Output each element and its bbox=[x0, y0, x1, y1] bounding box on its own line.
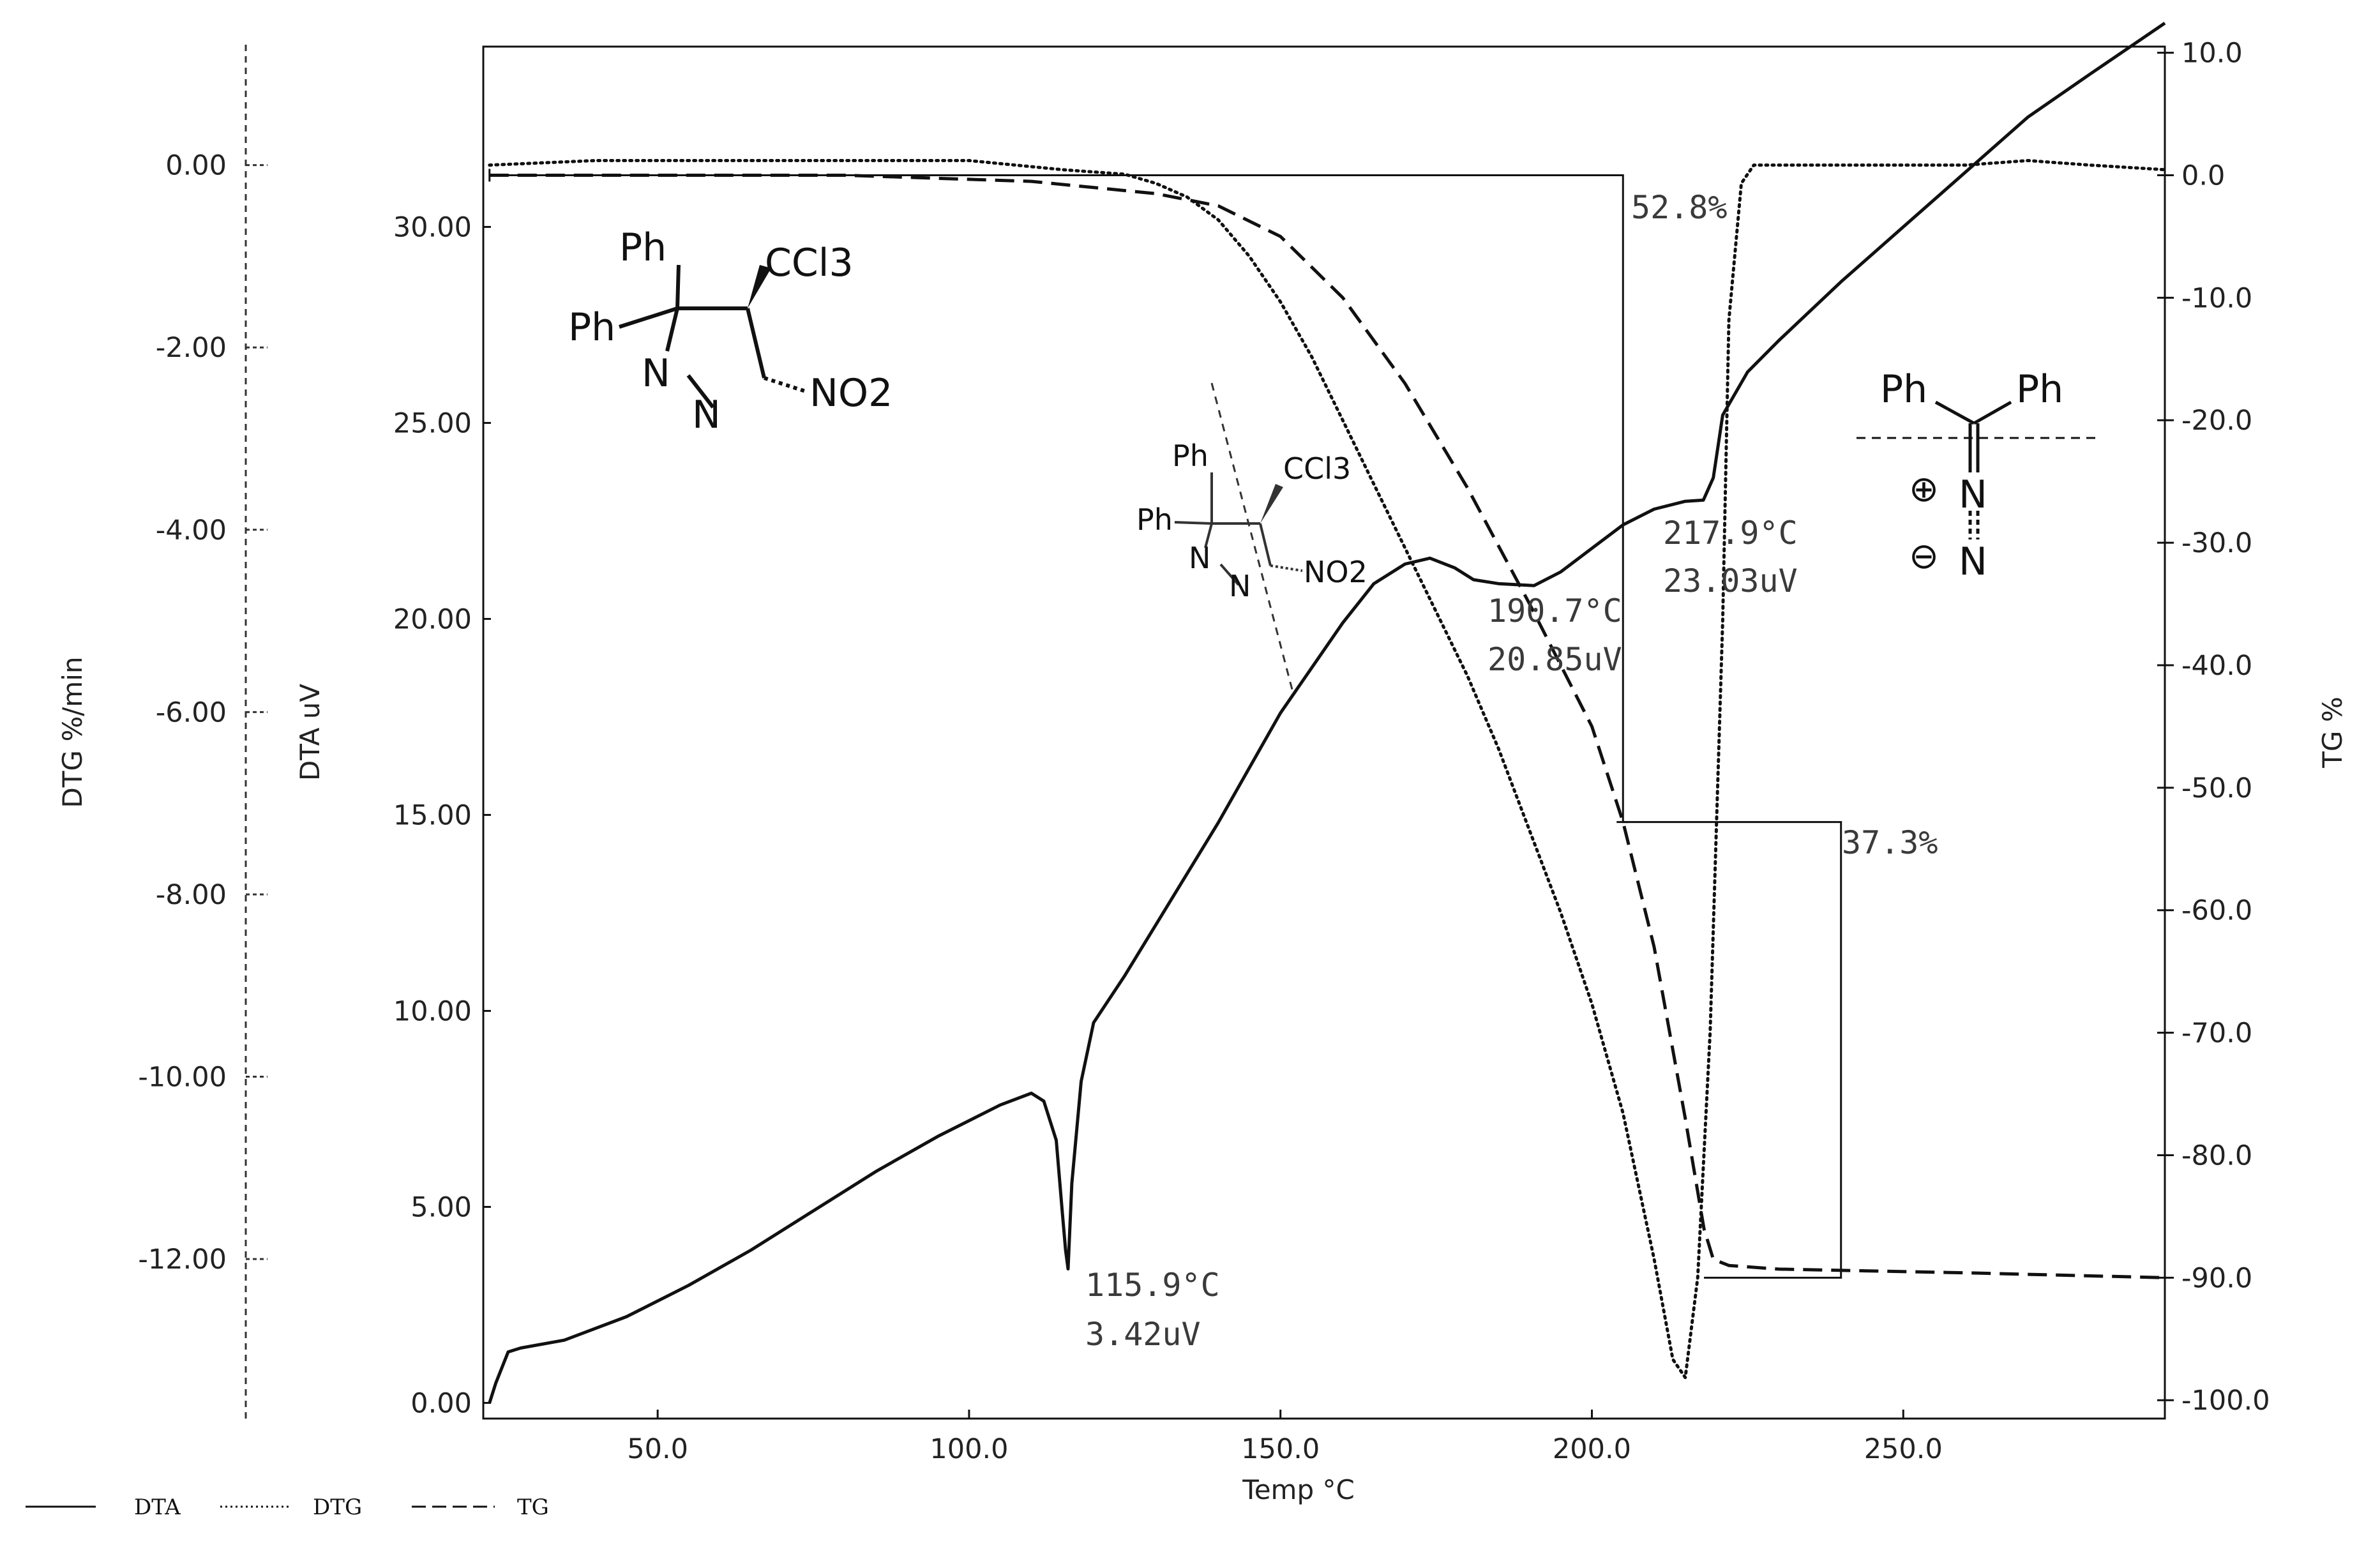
tg-tick-label: -100.0 bbox=[2181, 1385, 2270, 1417]
tg-tick-label: -60.0 bbox=[2181, 895, 2252, 927]
annotation-115: 115.9°C 3.42uV bbox=[1085, 1267, 1220, 1353]
annotation-115-temp: 115.9°C bbox=[1085, 1267, 1220, 1304]
dta-tick-label: 0.00 bbox=[410, 1387, 472, 1419]
dtg-axis: 0.00 -2.00 -4.00 -6.00 -8.00 -10.00 -12.00 bbox=[138, 45, 267, 1419]
product-plus: ⊕ bbox=[1909, 469, 1939, 510]
dta-tick-label: 10.00 bbox=[393, 995, 472, 1027]
reactant-n1: N bbox=[642, 351, 670, 396]
series-layer bbox=[488, 22, 2167, 1404]
product-structure: Ph Ph N N ⊕ ⊖ bbox=[1857, 367, 2097, 584]
tg-tick-label: -30.0 bbox=[2181, 527, 2252, 559]
dtg-tick-label: -12.00 bbox=[138, 1244, 227, 1276]
legend-label-dta: DTA bbox=[134, 1495, 181, 1520]
product-minus: ⊖ bbox=[1909, 536, 1939, 577]
dtg-tick-label: -2.00 bbox=[156, 332, 227, 364]
annotation-217: 217.9°C 23.03uV bbox=[1663, 515, 1798, 599]
x-tick-label: 150.0 bbox=[1241, 1433, 1320, 1465]
fragment-ph2: Ph bbox=[1136, 502, 1173, 537]
tg-axis: 10.0 0.0 -10.0 -20.0 -30.0 -40.0 -50.0 -60.0 -70… bbox=[2157, 38, 2270, 1417]
tg-axis-title: TG % bbox=[2317, 697, 2348, 768]
annotation-190: 190.7°C 20.85uV bbox=[1488, 592, 1622, 678]
tg-tick-label: -40.0 bbox=[2181, 650, 2252, 682]
dta-tick-label: 25.00 bbox=[393, 407, 472, 439]
product-ph1: Ph bbox=[1880, 367, 1927, 412]
fragment-ccl3: CCl3 bbox=[1283, 451, 1351, 486]
dtg-tick-label: -10.00 bbox=[138, 1062, 227, 1094]
reactant-n2: N bbox=[692, 393, 721, 437]
tg-tick-label: -20.0 bbox=[2181, 405, 2252, 437]
legend: DTA DTG TG bbox=[26, 1495, 549, 1520]
dta-axis: 30.00 25.00 20.00 15.00 10.00 5.00 0.00 bbox=[393, 211, 491, 1419]
dta-tick-label: 5.00 bbox=[410, 1191, 472, 1223]
fragment-ph1: Ph bbox=[1172, 439, 1209, 473]
x-axis: 50.0 100.0 150.0 200.0 250.0 bbox=[627, 1410, 1943, 1465]
dta-tick-label: 30.00 bbox=[393, 211, 472, 243]
tg-tick-label: -90.0 bbox=[2181, 1262, 2252, 1294]
annotation-217-temp: 217.9°C bbox=[1663, 515, 1798, 552]
dta-axis-title: DTA uV bbox=[294, 684, 326, 781]
tg-tick-label: 0.0 bbox=[2181, 160, 2225, 192]
dta-tick-label: 20.00 bbox=[393, 603, 472, 635]
series-tg bbox=[489, 174, 2165, 1279]
annotation-217-value: 23.03uV bbox=[1663, 562, 1798, 599]
reactant-ccl3: CCl3 bbox=[765, 241, 854, 285]
annotation-115-value: 3.42uV bbox=[1085, 1316, 1201, 1353]
fragment-no2: NO2 bbox=[1304, 555, 1367, 589]
reactant-ph1: Ph bbox=[619, 225, 667, 270]
dtg-tick-label: -6.00 bbox=[156, 697, 227, 728]
fragment-n1: N bbox=[1189, 541, 1210, 575]
fragment-n2: N bbox=[1229, 569, 1251, 603]
x-axis-title: Temp °C bbox=[1242, 1474, 1355, 1505]
tg-tick-label: -80.0 bbox=[2181, 1140, 2252, 1172]
annotation-mass-loss-1: 52.8% bbox=[1631, 189, 1728, 226]
x-tick-label: 50.0 bbox=[627, 1433, 688, 1465]
plot-frame bbox=[482, 45, 2166, 1420]
series-dtg bbox=[488, 159, 2167, 1380]
x-tick-label: 250.0 bbox=[1864, 1433, 1943, 1465]
annotation-190-temp: 190.7°C bbox=[1488, 592, 1622, 629]
tg-tick-label: 10.0 bbox=[2181, 38, 2243, 70]
x-tick-label: 100.0 bbox=[930, 1433, 1008, 1465]
dtg-axis-title: DTG %/min bbox=[57, 656, 88, 808]
dta-tick-label: 15.00 bbox=[393, 799, 472, 831]
step-markers bbox=[488, 169, 1842, 1279]
fragment-structure: Ph Ph CCl3 N N NO2 bbox=[1136, 382, 1367, 690]
reactant-ph2: Ph bbox=[568, 305, 615, 350]
dtg-tick-label: 0.00 bbox=[165, 150, 227, 182]
reactant-structure: Ph Ph CCl3 N N NO2 bbox=[568, 225, 892, 437]
tg-tick-label: -50.0 bbox=[2181, 772, 2252, 804]
tg-tick-label: -10.0 bbox=[2181, 282, 2252, 314]
legend-label-dtg: DTG bbox=[313, 1495, 362, 1520]
product-n2: N bbox=[1959, 539, 1987, 584]
product-n1: N bbox=[1959, 472, 1987, 517]
dtg-tick-label: -4.00 bbox=[156, 515, 227, 546]
x-tick-label: 200.0 bbox=[1553, 1433, 1631, 1465]
tg-tick-label: -70.0 bbox=[2181, 1018, 2252, 1050]
mass-loss-bracket bbox=[489, 174, 1842, 1279]
legend-label-tg: TG bbox=[517, 1495, 549, 1520]
product-ph2: Ph bbox=[2016, 367, 2063, 412]
reactant-no2: NO2 bbox=[810, 371, 892, 416]
annotation-mass-loss-2: 37.3% bbox=[1842, 824, 1938, 861]
series-dta bbox=[488, 22, 2166, 1404]
annotation-190-value: 20.85uV bbox=[1488, 641, 1622, 678]
dtg-tick-label: -8.00 bbox=[156, 879, 227, 911]
